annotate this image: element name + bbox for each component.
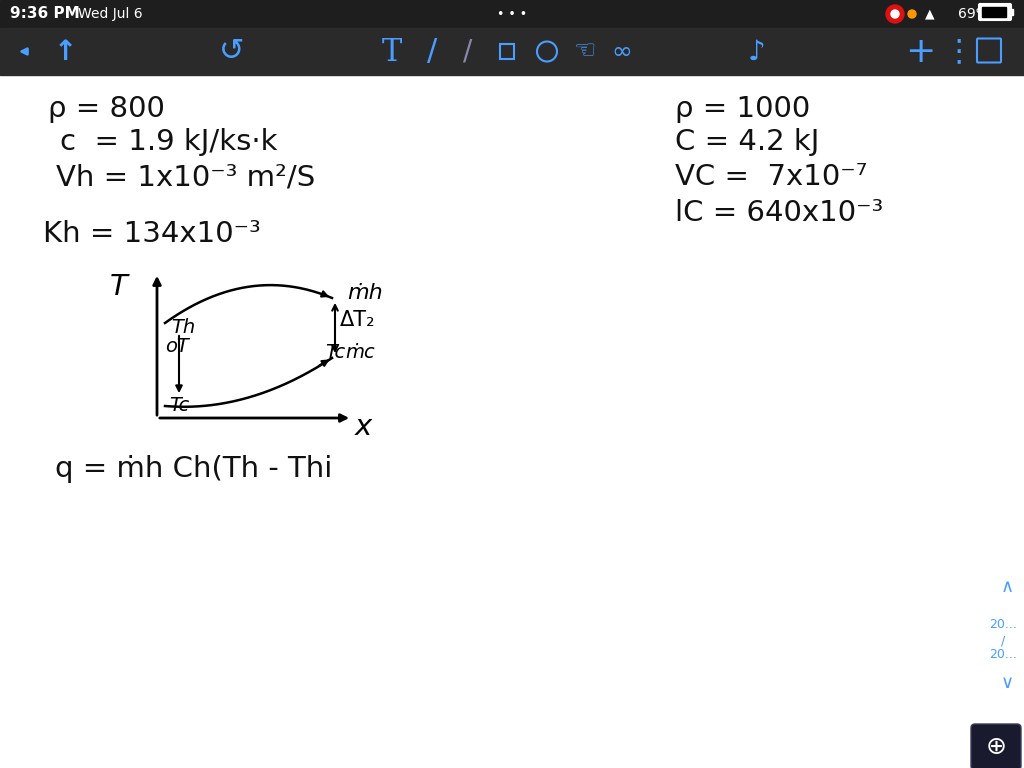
Text: ∨: ∨ bbox=[1000, 674, 1014, 692]
Text: ⊕: ⊕ bbox=[985, 735, 1007, 759]
Text: /: / bbox=[463, 38, 473, 65]
Text: ∧: ∧ bbox=[1000, 578, 1014, 596]
Text: ☜: ☜ bbox=[573, 39, 596, 64]
Bar bbox=[1010, 9, 1013, 15]
Text: ρ = 800: ρ = 800 bbox=[48, 95, 165, 123]
Text: Kh = 134x10⁻³: Kh = 134x10⁻³ bbox=[43, 220, 261, 248]
Text: +: + bbox=[905, 35, 935, 68]
Text: Tc: Tc bbox=[325, 343, 345, 362]
Circle shape bbox=[886, 5, 904, 23]
Text: ṁc: ṁc bbox=[345, 343, 375, 362]
Text: ▲: ▲ bbox=[926, 8, 935, 21]
Text: Th: Th bbox=[171, 318, 196, 337]
Text: T: T bbox=[382, 37, 402, 68]
Text: ΔT₂: ΔT₂ bbox=[340, 310, 376, 330]
Text: 20...: 20... bbox=[989, 618, 1017, 631]
Text: 9:36 PM: 9:36 PM bbox=[10, 6, 80, 22]
Text: /: / bbox=[1000, 635, 1006, 648]
Text: Vh = 1x10⁻³ m²/S: Vh = 1x10⁻³ m²/S bbox=[56, 163, 315, 191]
Text: 20...: 20... bbox=[989, 648, 1017, 661]
Text: q = ṁh Ch(Th - Thi: q = ṁh Ch(Th - Thi bbox=[55, 455, 333, 483]
Text: ṁh: ṁh bbox=[347, 283, 383, 303]
Text: /: / bbox=[427, 37, 437, 66]
Circle shape bbox=[891, 10, 899, 18]
Text: C = 4.2 kJ: C = 4.2 kJ bbox=[675, 128, 819, 156]
Text: ♪: ♪ bbox=[749, 38, 766, 65]
Text: ∞: ∞ bbox=[611, 39, 633, 64]
Circle shape bbox=[908, 10, 916, 18]
Text: ⋮: ⋮ bbox=[944, 37, 974, 66]
Text: ↑: ↑ bbox=[53, 38, 77, 65]
Text: ↺: ↺ bbox=[219, 37, 245, 66]
Text: Wed Jul 6: Wed Jul 6 bbox=[78, 7, 142, 21]
FancyBboxPatch shape bbox=[979, 4, 1011, 20]
Text: ρ = 1000: ρ = 1000 bbox=[675, 95, 810, 123]
Text: 69%: 69% bbox=[958, 7, 989, 21]
Text: lC = 640x10⁻³: lC = 640x10⁻³ bbox=[675, 199, 884, 227]
Text: • • •: • • • bbox=[497, 8, 527, 21]
Text: Tc: Tc bbox=[169, 396, 189, 415]
Bar bbox=[0, 28, 1024, 75]
Bar bbox=[0, 0, 1024, 28]
Text: x: x bbox=[355, 413, 373, 441]
Text: T: T bbox=[110, 273, 128, 301]
FancyBboxPatch shape bbox=[971, 724, 1021, 768]
Bar bbox=[982, 7, 1006, 17]
Text: oT: oT bbox=[165, 337, 188, 356]
Text: VC =  7x10⁻⁷: VC = 7x10⁻⁷ bbox=[675, 163, 867, 191]
Text: c  = 1.9 kJ/ks·k: c = 1.9 kJ/ks·k bbox=[60, 128, 278, 156]
